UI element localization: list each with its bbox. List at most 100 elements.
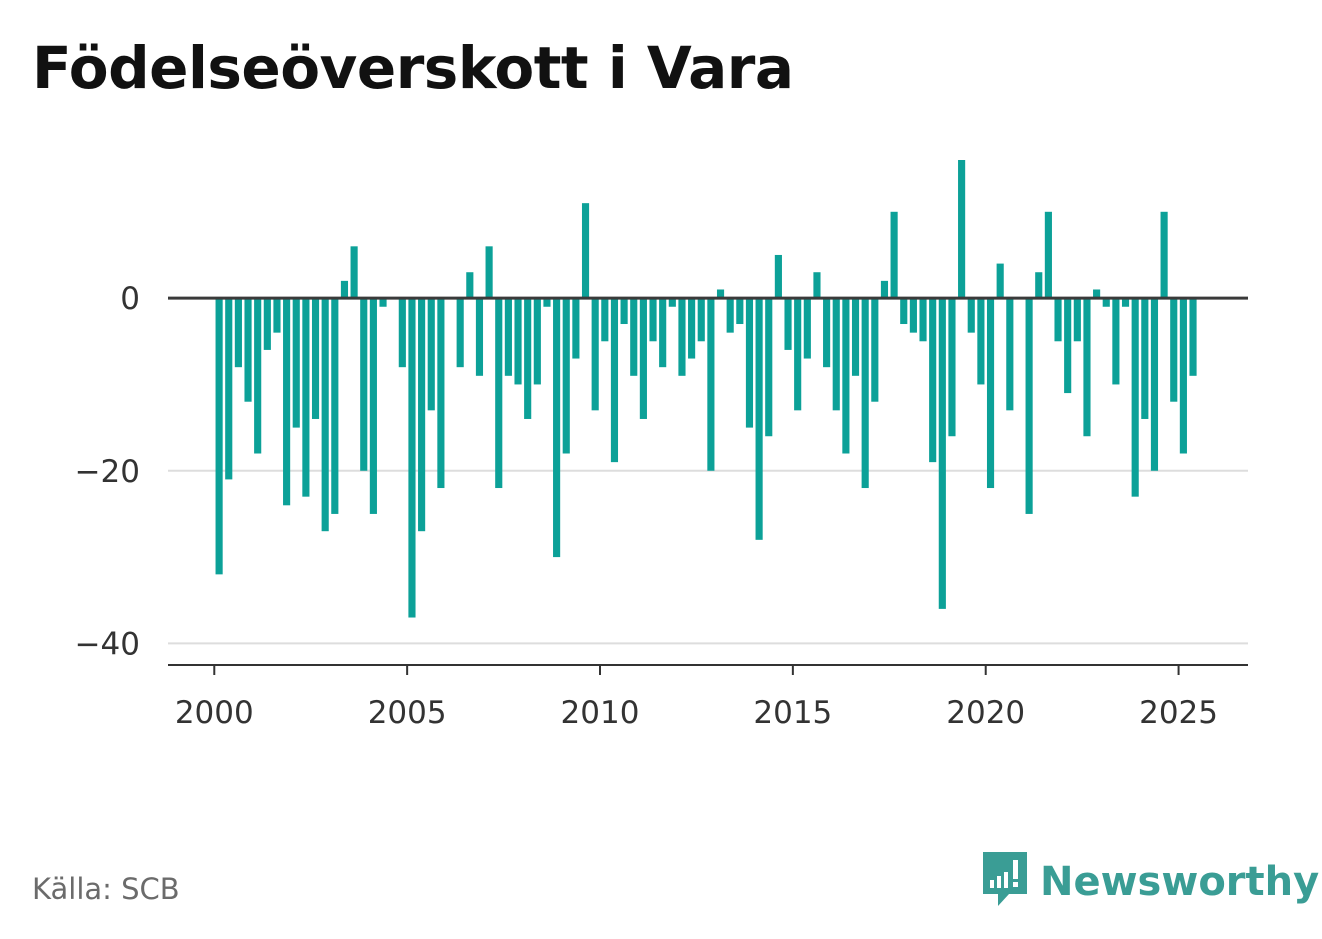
bar: [620, 298, 628, 325]
bar: [1102, 298, 1110, 307]
bar: [311, 298, 320, 419]
bar: [437, 298, 445, 489]
bar: [302, 298, 310, 497]
bar: [716, 289, 725, 299]
bar: [514, 298, 522, 385]
x-tick-label: 2015: [753, 695, 832, 731]
bar: [244, 298, 252, 402]
bar: [292, 298, 300, 428]
bar: [504, 298, 512, 376]
bar: [967, 298, 975, 333]
brand-name: Newsworthy: [1040, 859, 1320, 905]
bar: [1189, 298, 1197, 376]
bar: [823, 298, 831, 368]
bar: [283, 298, 291, 506]
axes: [168, 296, 1248, 675]
bar: [996, 263, 1004, 299]
bar: [369, 298, 377, 514]
bar: [254, 298, 262, 454]
bar: [408, 298, 416, 618]
bar: [215, 298, 223, 575]
bar: [639, 298, 647, 419]
bar: [379, 298, 387, 307]
bar: [630, 298, 638, 376]
bar: [784, 298, 792, 350]
x-tick-label: 2020: [946, 695, 1025, 731]
bar: [475, 298, 484, 376]
bar: [919, 298, 927, 342]
bar: [977, 298, 985, 385]
bar: [321, 298, 329, 532]
x-tick-label: 2005: [368, 695, 447, 731]
bar: [755, 298, 763, 540]
y-tick-label: −40: [75, 626, 140, 662]
bar: [929, 298, 937, 463]
bar: [1064, 298, 1072, 394]
bar: [1150, 298, 1159, 471]
bar: [533, 298, 541, 385]
bar: [688, 298, 696, 359]
x-tick-label: 2025: [1139, 695, 1218, 731]
bar: [871, 298, 879, 402]
bar: [1025, 298, 1033, 514]
bar: [1044, 211, 1052, 299]
bar: [543, 298, 551, 307]
bar: [774, 254, 782, 299]
bar: [745, 298, 754, 428]
bar: [909, 298, 917, 333]
bar: [1141, 298, 1149, 419]
bar: [794, 298, 802, 411]
bar: [263, 298, 271, 350]
bar: [562, 298, 570, 454]
x-tick-label: 2010: [561, 695, 640, 731]
bar: [360, 298, 368, 471]
bar: [726, 298, 734, 333]
bar: [707, 298, 715, 471]
bar: [331, 298, 339, 514]
bar: [572, 298, 580, 359]
bar: [861, 298, 869, 489]
bar: [398, 298, 406, 368]
bar: [1121, 298, 1130, 307]
bar: [890, 211, 898, 299]
chart-title: Födelseöverskott i Vara: [32, 34, 794, 102]
bar: [1112, 298, 1120, 385]
bar: [466, 272, 474, 299]
bar: [273, 298, 281, 333]
gridlines: [168, 469, 1248, 645]
bar: [601, 298, 609, 342]
bar: [958, 160, 966, 299]
bar: [581, 203, 590, 299]
bar: [553, 298, 561, 558]
bar: [1035, 272, 1043, 299]
bar: [1073, 298, 1081, 342]
bar: [986, 298, 995, 489]
x-tick-label: 2000: [175, 695, 254, 731]
bar: [900, 298, 908, 325]
bar: [659, 298, 667, 368]
bar: [765, 298, 773, 437]
bar: [697, 298, 705, 342]
source-note: Källa: SCB: [32, 872, 180, 906]
bar: [234, 298, 242, 368]
bar: [524, 298, 532, 419]
bar: [832, 298, 840, 411]
bar: [1054, 298, 1062, 342]
bar: [668, 298, 676, 307]
bar: [485, 246, 493, 299]
y-tick-label: −20: [75, 454, 140, 490]
bar: [851, 298, 860, 376]
bar: [340, 280, 349, 299]
bar: [610, 298, 619, 463]
bar: [456, 298, 464, 368]
y-tick-label: 0: [120, 281, 140, 317]
bar: [678, 298, 686, 376]
bar: [1093, 289, 1101, 299]
bar: [1170, 298, 1178, 402]
bar: [803, 298, 811, 359]
bar: [736, 298, 744, 325]
bar: [225, 298, 233, 480]
bar: [938, 298, 946, 609]
bar: [948, 298, 956, 437]
